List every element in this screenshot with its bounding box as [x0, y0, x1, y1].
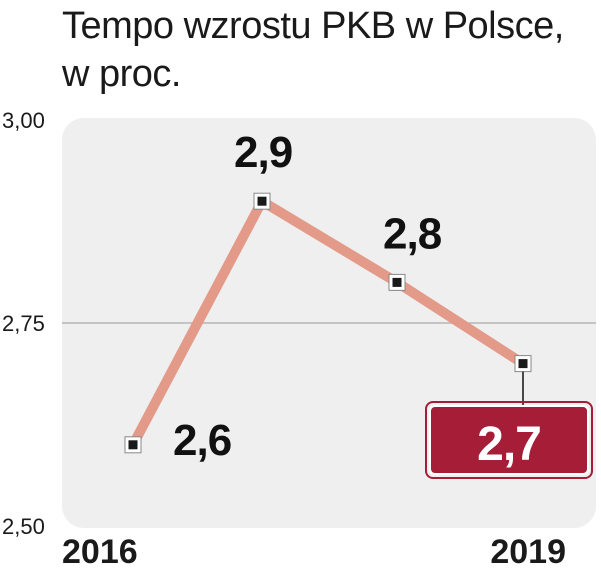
data-labels-layer: 2,6 2,9 2,8 2,7: [173, 128, 593, 479]
series-layer: [128, 194, 526, 448]
y-tick-label: 3,00: [2, 108, 45, 133]
highlight-box-outline: [425, 401, 593, 479]
chart-title-line-2: w proc.: [62, 53, 181, 95]
data-point-marker: [124, 436, 142, 454]
marker-core: [518, 359, 528, 369]
markers-layer: [124, 192, 532, 454]
x-tick-label: 2016: [62, 533, 138, 571]
marker-core: [392, 277, 402, 287]
x-tick-label: 2019: [490, 533, 566, 571]
data-label: 2,9: [234, 128, 292, 177]
series-line: [128, 194, 526, 448]
y-tick-label: 2,75: [2, 311, 45, 336]
highlight-box: [429, 405, 589, 475]
chart-title: Tempo wzrostu PKB w Polsce, w proc.: [62, 2, 564, 98]
y-axis-ticks: 2,50 2,75 3,00: [2, 108, 45, 539]
data-label: 2,8: [383, 209, 442, 258]
data-point-marker: [388, 273, 406, 291]
data-point-marker: [253, 192, 271, 210]
data-label: 2,6: [173, 416, 231, 465]
x-axis-ticks: 2016 2019: [62, 533, 566, 571]
highlight-label: 2,7: [425, 371, 593, 479]
data-label: 2,7: [477, 418, 541, 471]
data-point-marker: [514, 355, 532, 373]
y-tick-label: 2,50: [2, 514, 45, 539]
marker-core: [257, 196, 267, 206]
marker-core: [128, 440, 138, 450]
chart-title-line-1: Tempo wzrostu PKB w Polsce,: [62, 5, 564, 47]
